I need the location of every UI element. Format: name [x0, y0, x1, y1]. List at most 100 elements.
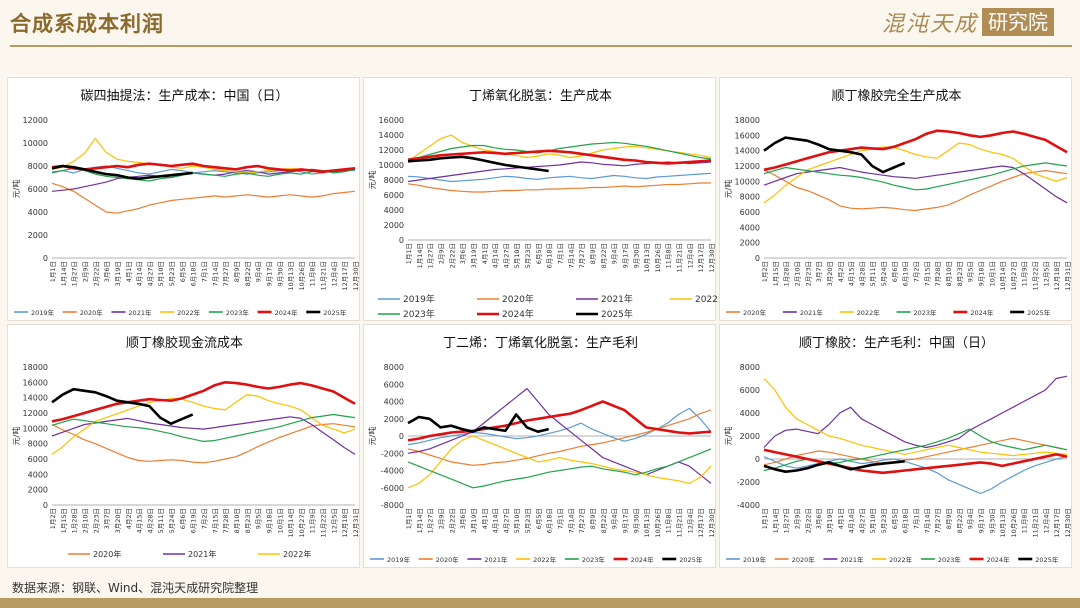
- x-tick-label: 7月1日: [557, 508, 565, 529]
- series-line: [51, 394, 356, 455]
- series-line: [763, 129, 1068, 172]
- y-tick-label: 4000: [384, 398, 404, 407]
- series-line: [407, 400, 712, 442]
- legend-label: 2023年: [914, 308, 938, 317]
- legend-label: 2020年: [502, 293, 534, 305]
- legend-label: 2020年: [80, 308, 104, 317]
- y-axis-label: 元/吨: [723, 427, 733, 446]
- x-tick-label: 3月6日: [815, 508, 823, 529]
- x-tick-label: 2月22日: [804, 508, 812, 533]
- x-tick-label: 11月9日: [309, 508, 317, 533]
- x-tick-label: 4月15日: [136, 508, 144, 533]
- legend-label: 2023年: [403, 308, 435, 320]
- x-tick-label: 3月19日: [826, 508, 834, 533]
- x-tick-label: 4月14日: [492, 508, 500, 533]
- series-line: [763, 375, 1068, 449]
- x-tick-label: 2月9日: [437, 243, 445, 264]
- y-tick-label: 6000: [384, 191, 404, 200]
- y-axis-label: 元/吨: [367, 427, 377, 446]
- x-tick-label: 7月14日: [567, 508, 575, 533]
- y-tick-label: 2000: [28, 231, 48, 240]
- legend-label: 2020年: [792, 555, 816, 564]
- series-line: [407, 448, 712, 489]
- x-tick-label: 3月6日: [459, 243, 467, 264]
- bottom-bar: [0, 598, 1080, 608]
- x-tick-label: 10月13日: [287, 261, 295, 291]
- x-tick-label: 12月5日: [330, 508, 338, 533]
- y-axis-label: 元/吨: [723, 180, 733, 199]
- legend-label: 2019年: [403, 293, 435, 305]
- x-tick-label: 12月17日: [341, 261, 349, 291]
- x-tick-label: 8月22日: [600, 243, 608, 268]
- x-tick-label: 2月9日: [793, 508, 801, 529]
- x-tick-label: 12月31日: [352, 508, 360, 538]
- y-tick-label: 6000: [384, 380, 404, 389]
- x-tick-label: 1月27日: [427, 243, 435, 268]
- x-tick-label: 3月7日: [815, 261, 823, 282]
- x-tick-label: 6月18日: [546, 508, 554, 533]
- series-line: [763, 448, 1068, 475]
- x-tick-label: 11月8日: [1021, 508, 1029, 533]
- x-tick-label: 5月11日: [869, 261, 877, 286]
- y-tick-label: 8000: [28, 162, 48, 171]
- x-tick-label: 10月27日: [298, 508, 306, 538]
- legend-label: 2021年: [484, 555, 508, 564]
- y-tick-label: 0: [399, 236, 404, 245]
- x-tick-label: 2月9日: [81, 261, 89, 282]
- x-tick-label: 9月4日: [255, 261, 263, 282]
- x-tick-label: 1月27日: [71, 261, 79, 286]
- chart-title: 丁烯氧化脱氢：生产成本: [469, 89, 612, 104]
- chart-panel-5: 丁二烯：丁烯氧化脱氢：生产毛利 元/吨 -8000 -6000 -4000 -2000 0 2…: [363, 324, 716, 568]
- x-tick-label: 9月30日: [988, 508, 996, 533]
- x-tick-label: 12月4日: [330, 261, 338, 286]
- x-tick-label: 6月6日: [179, 508, 187, 529]
- y-tick-label: 4000: [384, 206, 404, 215]
- x-tick-label: 10月13日: [999, 508, 1007, 538]
- legend-label: 2021年: [800, 308, 824, 317]
- x-tick-label: 12月18日: [1053, 261, 1061, 291]
- x-tick-label: 12月4日: [1042, 508, 1050, 533]
- y-tick-label: 8000: [384, 363, 404, 372]
- x-tick-label: 7月15日: [923, 261, 931, 286]
- x-tick-label: 9月5日: [255, 508, 263, 529]
- x-tick-label: 6月5日: [179, 261, 187, 282]
- series-line: [763, 165, 1068, 204]
- x-tick-label: 3月20日: [114, 508, 122, 533]
- x-tick-label: 8月9日: [233, 261, 241, 282]
- x-tick-label: 1月28日: [783, 261, 791, 286]
- x-tick-label: 1月14日: [60, 261, 68, 286]
- legend-label: 2024年: [970, 308, 994, 317]
- x-tick-label: 4月27日: [146, 261, 154, 286]
- x-tick-label: 12月30日: [708, 508, 716, 538]
- x-tick-label: 4月2日: [837, 261, 845, 282]
- series-line: [763, 378, 1068, 457]
- x-tick-label: 10月13日: [643, 508, 651, 538]
- x-tick-label: 1月28日: [71, 508, 79, 533]
- x-tick-label: 9月17日: [265, 261, 273, 286]
- x-tick-label: 7月14日: [567, 243, 575, 268]
- y-tick-label: 10000: [23, 424, 48, 433]
- series-line: [407, 155, 549, 173]
- series-line: [407, 161, 712, 183]
- x-tick-label: 7月1日: [201, 261, 209, 282]
- chart-panel-3: 顺丁橡胶完全生产成本 元/吨 0 2000 4000 6000 8000 10000 12000…: [719, 77, 1072, 321]
- x-tick-label: 9月30日: [632, 243, 640, 268]
- x-tick-label: 7月28日: [222, 508, 230, 533]
- x-tick-label: 6月5日: [891, 508, 899, 529]
- legend-label: 2022年: [889, 555, 913, 564]
- x-tick-label: 4月28日: [858, 261, 866, 286]
- x-tick-label: 7月1日: [557, 243, 565, 264]
- legend-label: 2019年: [387, 555, 411, 564]
- x-tick-label: 9月17日: [621, 243, 629, 268]
- legend-label: 2020年: [436, 555, 460, 564]
- x-tick-label: 7月14日: [923, 508, 931, 533]
- x-tick-label: 2月9日: [437, 508, 445, 529]
- legend-label: 2022年: [177, 308, 201, 317]
- x-tick-label: 11月22日: [1032, 261, 1040, 291]
- series-line: [407, 409, 712, 466]
- legend-label: 2024年: [275, 308, 299, 317]
- series-line: [407, 172, 712, 183]
- y-tick-label: 2000: [740, 432, 760, 441]
- x-tick-label: 12月4日: [686, 243, 694, 268]
